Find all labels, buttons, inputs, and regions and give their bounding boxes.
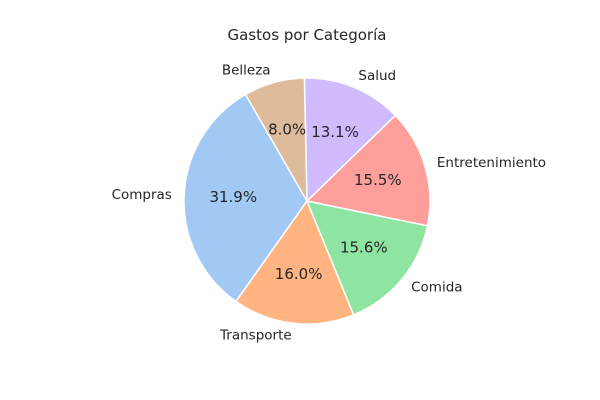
pie-slices [183,77,431,325]
slice-label-salud: Salud [358,68,396,84]
slice-percent-entretenimiento: 15.5% [354,171,402,189]
pie-percent-labels: 31.9% 16.0% 15.6% 15.5% 13.1% 8.0% [209,120,401,282]
pie-slice-compras [183,93,308,303]
pie-slice-salud [303,77,397,203]
slice-label-comida: Comida [411,279,462,295]
slice-label-transporte: Transporte [219,327,292,343]
slice-label-belleza: Belleza [222,63,271,79]
pie-slice-comida [305,199,429,316]
chart-title: Gastos por Categoría [228,26,387,44]
pie-slice-transporte [234,199,355,325]
pie-slice-entretenimiento [305,114,431,227]
pie-labels: Compras Transporte Comida Entretenimiento Sa… [112,63,546,344]
slice-percent-belleza: 8.0% [268,120,306,138]
slice-label-compras: Compras [112,187,172,203]
slice-percent-salud: 13.1% [311,123,359,141]
pie-slice-belleza [244,77,308,202]
slice-percent-compras: 31.9% [209,188,257,206]
slice-percent-comida: 15.6% [340,239,388,257]
slice-percent-transporte: 16.0% [275,265,323,283]
slice-label-entretenimiento: Entretenimiento [437,155,546,171]
